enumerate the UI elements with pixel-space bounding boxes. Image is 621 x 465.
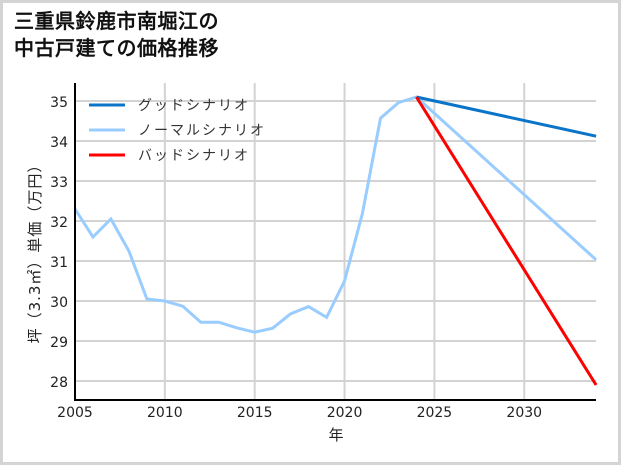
x-tick-label: 2030 [506, 405, 542, 421]
series-line [416, 95, 597, 138]
y-tick-label: 33 [50, 175, 68, 191]
series-line [415, 96, 598, 386]
y-tick-label: 30 [50, 295, 68, 311]
data-series [73, 95, 598, 386]
x-axis-label: 年 [328, 426, 343, 444]
y-axis-label: 坪（3.3㎡）単価（万円） [26, 157, 44, 344]
x-tick-label: 2010 [147, 405, 183, 421]
y-tick-label: 29 [50, 335, 68, 351]
y-axis-ticks: 28 29 30 31 32 33 34 35 [50, 95, 68, 391]
y-tick-label: 32 [50, 215, 68, 231]
axes [74, 83, 596, 401]
y-tick-label: 31 [50, 255, 68, 271]
legend-label: グッドシナリオ [138, 98, 250, 114]
x-tick-label: 2020 [327, 405, 363, 421]
series-line [73, 95, 417, 334]
series-line [415, 95, 598, 261]
x-tick-label: 2005 [57, 405, 93, 421]
y-tick-label: 34 [50, 135, 68, 151]
chart-title-line2: 中古戸建ての価格推移 [14, 36, 219, 60]
x-tick-label: 2015 [237, 405, 273, 421]
x-tick-label: 2025 [417, 405, 453, 421]
x-axis-ticks: 2005 2010 2015 2020 2025 2030 [57, 405, 542, 421]
y-tick-label: 28 [50, 375, 68, 391]
legend-label: バッドシナリオ [138, 148, 250, 164]
legend-label: ノーマルシナリオ [138, 123, 266, 139]
chart-title: 三重県鈴鹿市南堀江の 中古戸建ての価格推移 [14, 8, 219, 62]
y-tick-label: 35 [50, 95, 68, 111]
chart-title-line1: 三重県鈴鹿市南堀江の [14, 9, 219, 33]
